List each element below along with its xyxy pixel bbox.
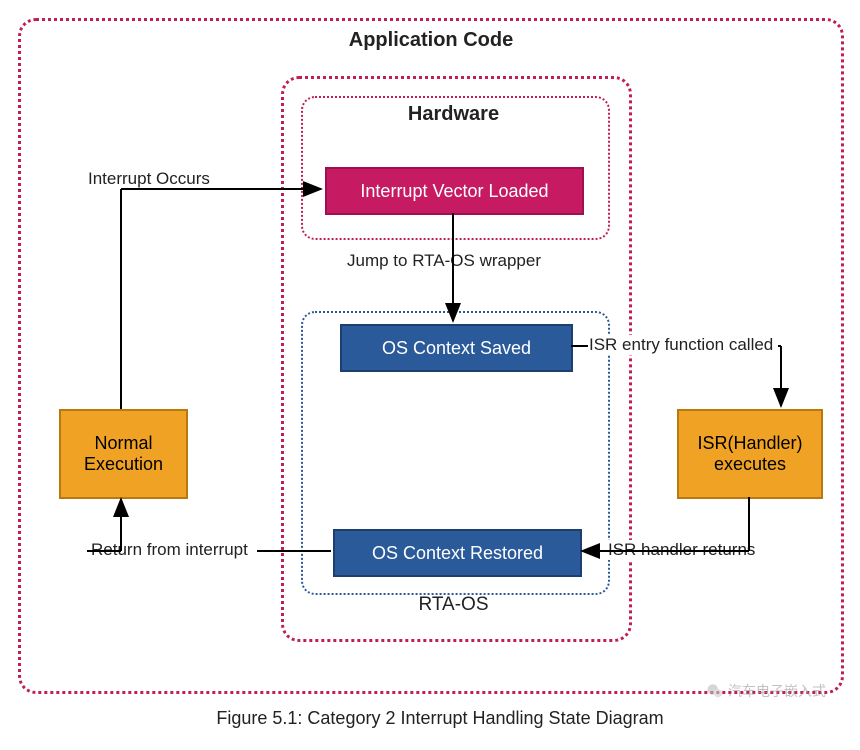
wechat-icon xyxy=(706,682,724,700)
rtaos-title: RTA-OS xyxy=(301,594,606,616)
interrupt-vector-node: Interrupt Vector Loaded xyxy=(325,167,584,215)
watermark: 汽车电子嵌入式 xyxy=(706,681,826,701)
isr-handler-node: ISR(Handler) executes xyxy=(677,409,823,499)
context-restored-node: OS Context Restored xyxy=(333,529,582,577)
edge-label-jump-wrapper: Jump to RTA-OS wrapper xyxy=(345,251,543,271)
figure-caption: Figure 5.1: Category 2 Interrupt Handlin… xyxy=(10,708,860,729)
context-saved-node: OS Context Saved xyxy=(340,324,573,372)
watermark-text: 汽车电子嵌入式 xyxy=(728,681,826,701)
application-code-title: Application Code xyxy=(21,29,841,52)
hardware-title: Hardware xyxy=(301,103,606,126)
edge-label-isr-entry: ISR entry function called xyxy=(587,335,775,355)
edge-label-isr-returns: ISR handler returns xyxy=(606,540,757,560)
normal-execution-node: Normal Execution xyxy=(59,409,188,499)
edge-label-return-interrupt: Return from interrupt xyxy=(89,540,250,560)
edge-label-interrupt-occurs: Interrupt Occurs xyxy=(86,169,212,189)
application-code-region: Application Code Hardware RTA-OS Interru… xyxy=(18,18,844,694)
